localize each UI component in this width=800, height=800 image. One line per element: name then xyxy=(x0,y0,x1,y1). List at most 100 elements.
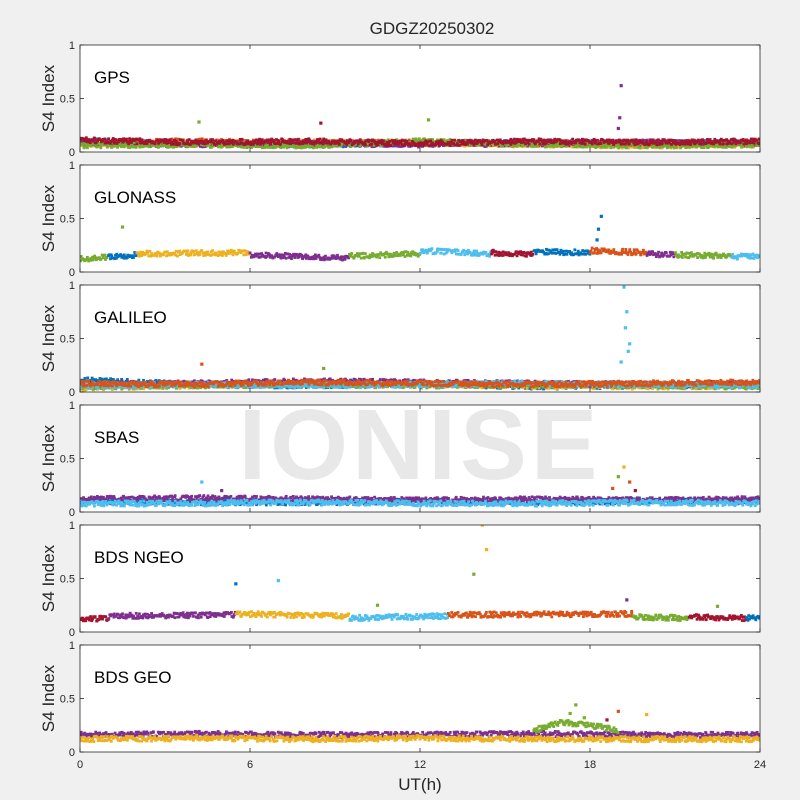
data-point xyxy=(195,142,199,145)
data-point xyxy=(540,139,544,143)
data-point xyxy=(464,143,468,146)
data-point xyxy=(166,141,169,144)
data-point xyxy=(621,139,625,143)
data-point xyxy=(340,138,344,142)
data-point xyxy=(315,146,318,149)
data-point xyxy=(378,143,382,146)
data-point xyxy=(712,142,716,146)
data-point xyxy=(115,256,118,260)
data-point xyxy=(81,140,85,144)
data-point xyxy=(330,141,334,145)
data-point xyxy=(637,141,640,145)
data-point xyxy=(353,141,357,145)
data-point xyxy=(290,144,293,148)
data-point xyxy=(417,142,421,145)
data-point xyxy=(371,138,374,142)
data-point xyxy=(223,141,227,144)
data-point xyxy=(157,141,161,145)
data-point xyxy=(266,145,270,149)
data-point xyxy=(404,142,407,145)
data-point xyxy=(381,140,385,144)
data-point xyxy=(490,140,494,144)
data-point xyxy=(214,139,217,143)
data-point xyxy=(137,140,141,144)
data-point xyxy=(243,142,247,146)
data-point xyxy=(526,141,530,144)
data-point xyxy=(509,137,513,141)
data-point xyxy=(321,140,324,144)
data-point xyxy=(671,138,674,142)
data-point xyxy=(387,142,391,146)
data-point xyxy=(109,257,112,261)
data-point xyxy=(298,141,302,145)
data-point xyxy=(315,141,319,144)
data-point xyxy=(671,144,675,148)
data-point xyxy=(194,138,198,142)
data-point xyxy=(487,143,491,147)
data-point xyxy=(367,140,371,144)
data-point xyxy=(323,145,326,149)
data-point xyxy=(142,143,145,147)
data-point xyxy=(412,142,416,145)
data-point xyxy=(95,145,99,149)
data-point xyxy=(284,144,287,148)
data-point xyxy=(271,146,275,150)
data-point xyxy=(130,141,133,144)
data-point xyxy=(337,139,340,143)
data-point xyxy=(114,138,118,142)
data-point xyxy=(667,138,671,142)
data-point xyxy=(201,145,205,149)
data-point xyxy=(552,145,556,149)
data-point xyxy=(633,143,637,147)
data-point xyxy=(280,142,284,145)
data-point xyxy=(725,138,728,142)
data-point xyxy=(113,257,117,261)
data-point xyxy=(439,139,443,142)
panel-label: GPS xyxy=(94,68,130,87)
data-point xyxy=(453,143,457,147)
data-point xyxy=(287,144,291,148)
data-point xyxy=(136,144,139,148)
data-point xyxy=(104,258,107,261)
data-point xyxy=(588,145,592,149)
data-point xyxy=(322,137,326,141)
data-point xyxy=(674,145,678,149)
data-point xyxy=(689,140,693,144)
data-point xyxy=(362,143,366,146)
data-point xyxy=(677,145,680,149)
data-point xyxy=(716,144,720,148)
data-point xyxy=(590,142,594,146)
data-point xyxy=(725,144,729,147)
data-point xyxy=(393,139,397,143)
data-point xyxy=(757,144,760,148)
data-point xyxy=(327,139,331,143)
data-point xyxy=(720,138,724,142)
data-point xyxy=(431,145,435,148)
data-point xyxy=(91,139,95,143)
data-point xyxy=(658,146,662,149)
data-point xyxy=(256,142,259,146)
data-point xyxy=(599,142,603,145)
data-point xyxy=(654,140,658,144)
data-point xyxy=(394,142,398,145)
data-point xyxy=(402,144,406,148)
data-point xyxy=(685,138,689,142)
data-point xyxy=(400,143,404,146)
outlier-point xyxy=(426,118,431,122)
data-point xyxy=(187,138,191,142)
data-point xyxy=(708,138,712,141)
data-point xyxy=(305,145,309,149)
data-point xyxy=(502,144,506,148)
data-point xyxy=(610,141,614,145)
data-point xyxy=(621,142,625,146)
data-point xyxy=(294,146,298,150)
data-point xyxy=(476,143,479,147)
data-point xyxy=(581,137,584,141)
data-point xyxy=(507,141,511,144)
data-point xyxy=(495,138,499,142)
data-point xyxy=(94,141,98,145)
data-point xyxy=(403,139,407,143)
data-point xyxy=(463,144,467,148)
data-point xyxy=(344,140,347,144)
